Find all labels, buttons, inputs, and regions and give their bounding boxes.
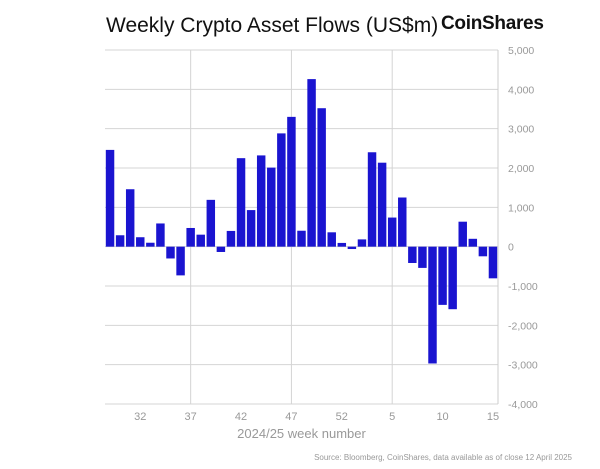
y-tick-label: -2,000 [508,320,538,332]
bar-week-48 [297,230,306,247]
bar-week-36 [176,246,185,276]
bar-week-8 [418,246,427,268]
bar-week-35 [166,246,175,259]
bar-week-31 [125,189,135,247]
bar-week-51 [327,232,336,247]
bar-week-42 [236,158,246,247]
bar-week-34 [156,223,165,247]
bar-week-3 [367,152,377,247]
y-tick-label: 0 [508,242,514,254]
bar-week-38 [196,234,205,247]
bar-week-13 [468,238,478,247]
bar-week-14 [478,246,488,257]
bar-week-41 [226,230,236,247]
bar-week-29 [105,149,115,247]
bar-week-11 [448,246,457,310]
bar-week-39 [206,199,216,247]
bar-week-46 [277,133,286,247]
bar-week-7 [408,246,417,263]
bar-week-15 [488,246,498,279]
x-tick-label: 32 [134,411,146,423]
bar-week-9 [428,246,437,364]
bar-week-40 [216,246,226,252]
coinshares-logo: CoinShares [441,13,544,34]
bar-week-30 [115,235,125,247]
y-tick-label: 3,000 [508,124,534,136]
y-tick-label: 2,000 [508,163,534,175]
bar-week-52 [337,242,347,247]
x-tick-label: 47 [285,411,297,423]
bar-week-50 [317,108,326,247]
bar-week-1 [347,246,357,250]
source-note: Source: Bloomberg, CoinShares, data avai… [314,453,572,462]
y-tick-label: 4,000 [508,84,534,96]
y-tick-label: -3,000 [508,360,538,372]
y-tick-label: -4,000 [508,399,538,411]
y-tick-label: 1,000 [508,202,534,214]
bar-week-47 [287,116,296,247]
bar-week-45 [267,167,276,247]
x-axis-label: 2024/25 week number [237,426,366,441]
bar-week-32 [136,237,145,247]
bar-week-10 [438,246,447,305]
x-tick-label: 42 [235,411,247,423]
chart-title: Weekly Crypto Asset Flows (US$m) [106,14,439,37]
x-tick-label: 5 [389,411,395,423]
bar-week-6 [398,197,407,247]
bar-week-5 [387,217,397,247]
bar-week-44 [256,155,266,247]
bar-week-12 [458,221,467,247]
x-tick-label: 37 [185,411,197,423]
bar-week-33 [146,242,155,247]
x-tick-label: 52 [336,411,348,423]
bar-week-37 [186,227,195,247]
bar-week-49 [307,79,316,247]
x-tick-label: 10 [436,411,448,423]
y-tick-label: 5,000 [508,45,534,57]
bar-week-43 [246,210,256,247]
bar-week-4 [377,162,387,247]
x-tick-label: 15 [487,411,499,423]
y-tick-label: -1,000 [508,281,538,293]
bar-week-2 [357,239,367,247]
